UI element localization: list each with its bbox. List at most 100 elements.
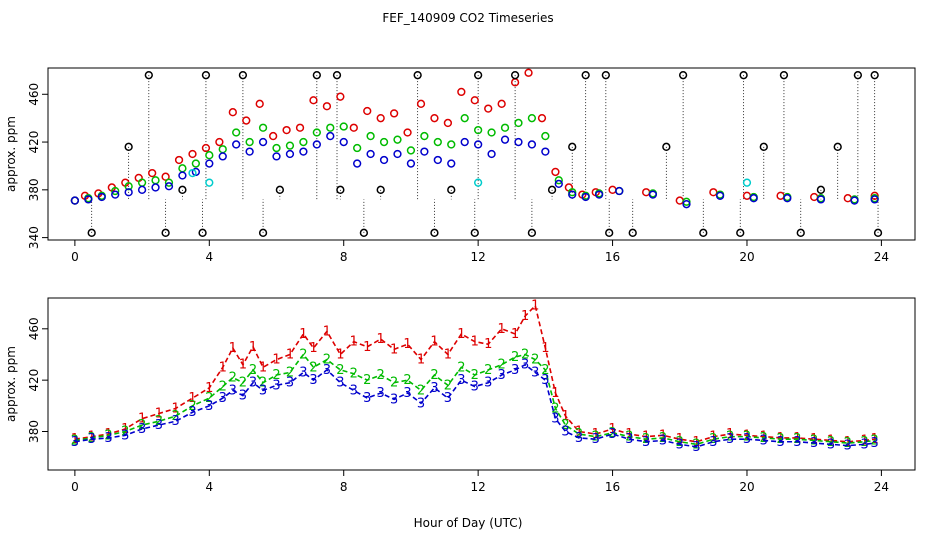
point-outlier [473, 71, 483, 80]
point-s1 [430, 114, 439, 123]
point-label-s1: 1 [309, 341, 317, 356]
point-s3 [816, 195, 826, 204]
point-outlier [413, 71, 422, 80]
point-label-s1: 1 [471, 335, 479, 350]
point-label-s2: 2 [249, 363, 257, 378]
point-s2 [299, 137, 308, 147]
point-label-s3: 3 [860, 437, 868, 452]
point-label-s1: 1 [188, 391, 196, 406]
point-outlier [628, 228, 637, 237]
point-cyan [205, 178, 214, 187]
point-s3 [473, 140, 483, 149]
point-label-s3: 3 [272, 378, 280, 393]
point-label-s3: 3 [871, 436, 879, 451]
point-s2 [473, 125, 483, 135]
point-label-s3: 3 [286, 376, 294, 391]
point-outlier [547, 185, 557, 194]
point-label-s3: 3 [827, 437, 835, 452]
point-outlier [601, 71, 610, 80]
point-label-s3: 3 [239, 389, 247, 404]
point-outlier [678, 71, 688, 80]
point-label-s2: 2 [377, 368, 385, 383]
point-label-s2: 2 [608, 426, 616, 441]
point-outlier [336, 185, 345, 194]
point-label-s3: 3 [363, 391, 371, 406]
point-label-s2: 2 [417, 383, 425, 398]
point-s2 [500, 123, 510, 132]
point-s3 [218, 152, 227, 161]
point-s3 [285, 149, 295, 159]
point-cyan [742, 178, 752, 187]
point-cyan [473, 178, 483, 187]
point-outlier [447, 185, 456, 194]
point-outlier [736, 228, 745, 237]
point-label-s3: 3 [430, 381, 438, 396]
point-label-s2: 2 [709, 432, 717, 447]
point-s1 [349, 123, 358, 132]
point-s1 [363, 106, 372, 116]
point-label-s3: 3 [760, 433, 768, 448]
point-s1 [551, 167, 560, 177]
point-outlier [359, 228, 369, 237]
point-s3 [124, 188, 133, 197]
point-label-s2: 2 [659, 431, 667, 446]
point-label-s3: 3 [844, 439, 852, 454]
plot-frame [47, 67, 916, 241]
point-outlier [332, 71, 342, 80]
point-label-s1: 1 [403, 337, 411, 352]
point-outlier [470, 228, 479, 237]
point-label-s2: 2 [430, 368, 438, 383]
point-s2 [285, 141, 295, 150]
point-label-s3: 3 [776, 435, 784, 450]
point-label-s2: 2 [575, 427, 583, 442]
point-label-s1: 1 [642, 430, 650, 445]
point-label-s3: 3 [531, 365, 539, 380]
point-s2 [339, 122, 348, 131]
point-label-s1: 1 [336, 347, 344, 362]
point-s1 [282, 125, 291, 135]
point-s3 [715, 191, 725, 200]
point-s2 [366, 131, 375, 141]
point-label-s3: 3 [793, 435, 801, 450]
x-axis-title: Hour of Day (UTC) [414, 516, 523, 530]
point-label-s3: 3 [608, 427, 616, 442]
point-outlier [870, 71, 879, 80]
point-outlier [779, 71, 789, 80]
point-outlier [161, 228, 170, 237]
point-s3 [615, 186, 624, 196]
point-label-s2: 2 [239, 376, 247, 391]
point-label-s2: 2 [871, 433, 879, 448]
point-s3 [487, 149, 496, 159]
point-label-s1: 1 [844, 435, 852, 450]
series-s2 [70, 114, 879, 206]
point-label-s3: 3 [551, 412, 559, 427]
y-tick-label: 380 [27, 420, 41, 443]
point-label-s1: 1 [417, 353, 425, 368]
series-s3 [70, 131, 879, 209]
point-label-s3: 3 [810, 436, 818, 451]
point-s3 [299, 147, 308, 156]
point-s2 [527, 114, 537, 123]
point-label-s3: 3 [676, 437, 684, 452]
point-s2 [258, 123, 268, 132]
point-label-s3: 3 [521, 358, 529, 373]
point-outlier [201, 71, 211, 80]
point-label-s2: 2 [844, 436, 852, 451]
point-label-s2: 2 [531, 353, 539, 368]
point-label-s2: 2 [471, 368, 479, 383]
point-outlier [144, 71, 153, 80]
point-s2 [326, 123, 335, 132]
point-label-s3: 3 [299, 365, 307, 380]
point-label-s2: 2 [309, 360, 317, 375]
point-s1 [295, 123, 305, 132]
plot-area [70, 68, 883, 237]
point-outlier [258, 228, 268, 237]
point-label-s1: 1 [444, 347, 452, 362]
point-label-s1: 1 [259, 360, 267, 375]
y-tick-label: 340 [27, 226, 41, 249]
point-label-s3: 3 [484, 376, 492, 391]
series-cyan [188, 168, 752, 187]
point-label-s2: 2 [625, 430, 633, 445]
point-label-s1: 1 [239, 358, 247, 373]
